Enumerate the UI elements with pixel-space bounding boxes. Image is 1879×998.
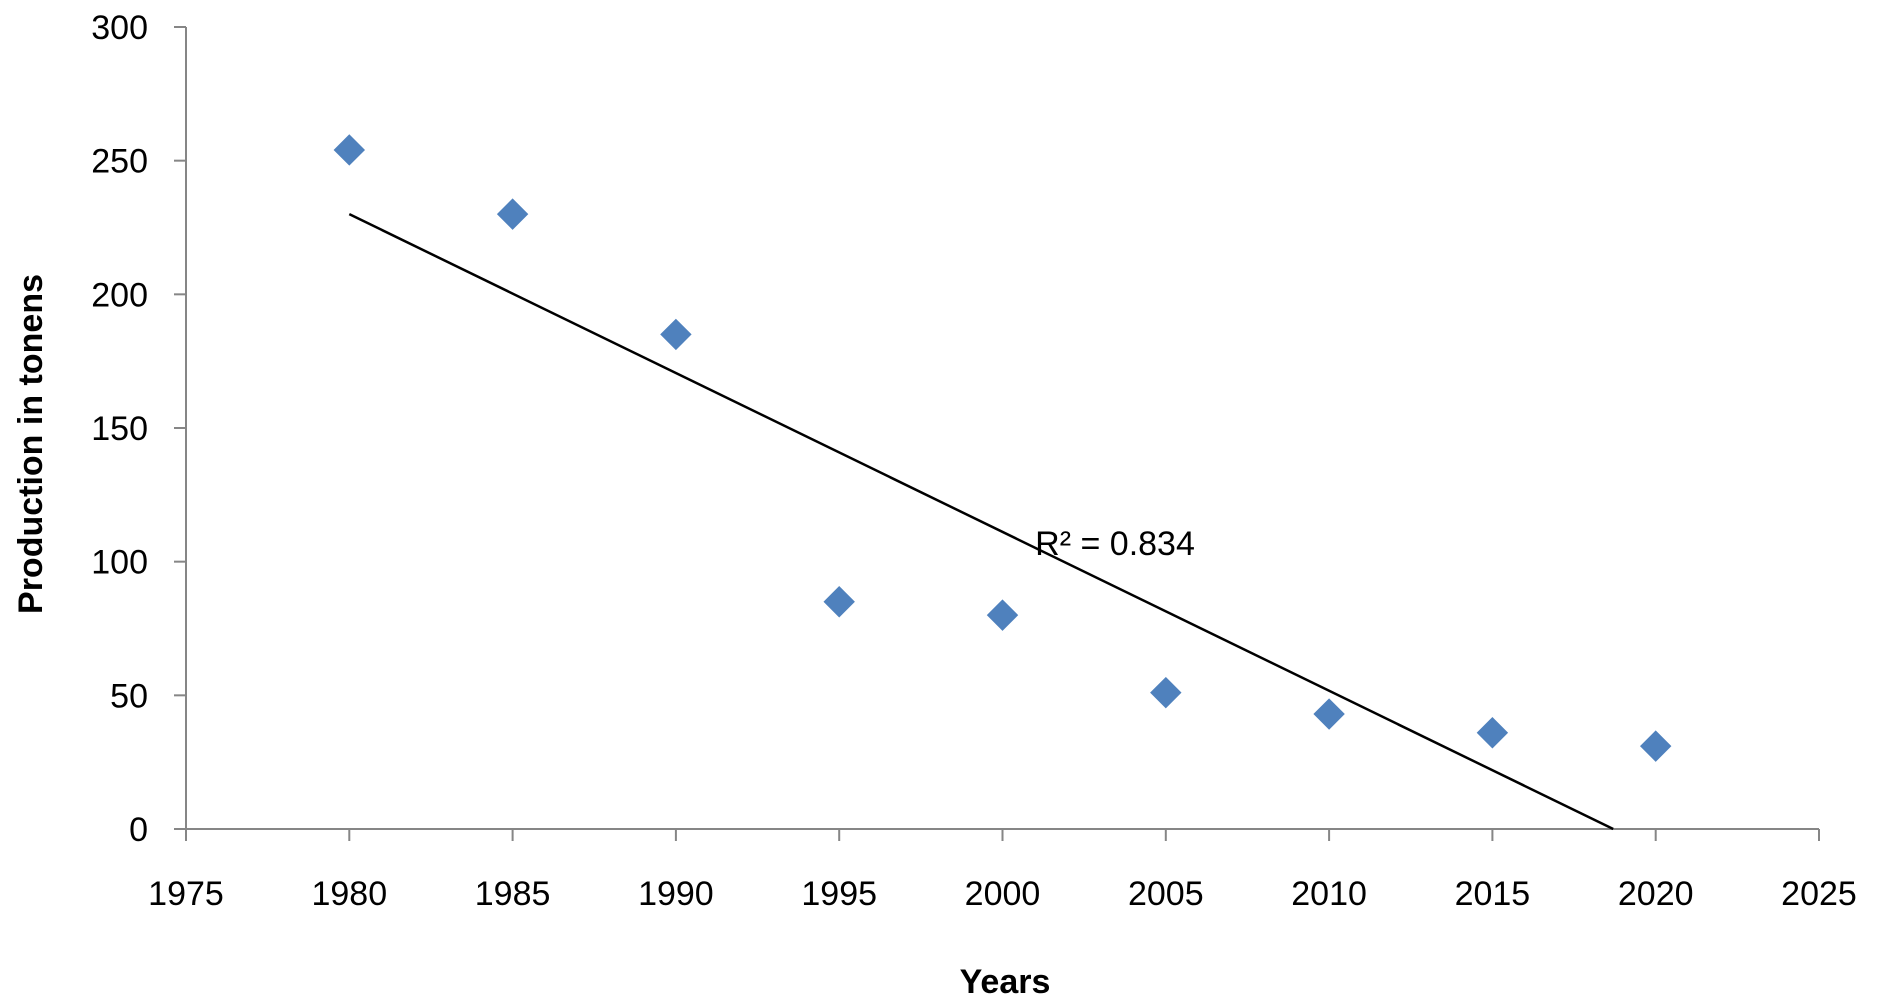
x-tick-label: 2005	[1128, 875, 1204, 913]
x-tick-label: 2000	[965, 875, 1041, 913]
data-points	[333, 134, 1672, 762]
data-point	[1639, 730, 1672, 762]
x-tick-label: 2025	[1781, 875, 1857, 913]
data-point	[1476, 717, 1509, 749]
data-point	[333, 134, 366, 166]
y-tick-label: 200	[91, 276, 148, 314]
r-squared-label: R² = 0.834	[1035, 525, 1195, 563]
data-point	[660, 318, 692, 351]
axis-titles: Years Production in tonens	[12, 274, 1050, 998]
x-tick-label: 2020	[1618, 875, 1694, 913]
x-tick-label: 2015	[1455, 875, 1531, 913]
y-tick-label: 150	[91, 410, 148, 448]
data-point	[1313, 698, 1345, 730]
x-tick-label: 1990	[638, 875, 714, 913]
data-point	[496, 198, 529, 230]
y-axis-title: Production in tonens	[12, 274, 50, 614]
y-tick-label: 300	[91, 9, 148, 47]
x-tick-label: 1975	[148, 875, 224, 913]
y-tick-label: 0	[129, 811, 148, 849]
trendline	[348, 213, 1614, 831]
data-point	[1150, 676, 1182, 709]
y-tick-label: 250	[91, 143, 148, 181]
data-point	[823, 586, 855, 618]
data-point	[986, 599, 1019, 631]
x-tick-label: 1995	[801, 875, 877, 913]
y-tick-label: 100	[91, 544, 148, 582]
x-tick-label: 2010	[1291, 875, 1367, 913]
axes	[174, 26, 1820, 841]
annotations: R² = 0.834	[1035, 525, 1195, 563]
x-tick-label: 1980	[311, 875, 387, 913]
x-axis-title: Years	[960, 963, 1051, 998]
x-tick-label: 1985	[475, 875, 551, 913]
tick-labels: 0 50 100 150 200 250 300 1975 1980 1985 1990 1995 20…	[91, 9, 1857, 913]
y-tick-label: 50	[110, 677, 148, 715]
trendline-layer	[348, 213, 1614, 831]
